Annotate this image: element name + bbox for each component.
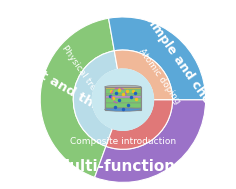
Text: Multi-functional: Multi-functional (55, 159, 191, 174)
Wedge shape (95, 100, 206, 182)
Bar (105, 87, 141, 89)
Bar (105, 89, 141, 94)
Wedge shape (106, 100, 173, 149)
Text: Atomic doping: Atomic doping (137, 47, 182, 106)
Ellipse shape (105, 108, 141, 111)
Ellipse shape (105, 85, 141, 88)
Text: Composite introduction: Composite introduction (70, 136, 176, 146)
Circle shape (92, 69, 153, 130)
Text: Light and thin: Light and thin (10, 53, 107, 117)
Bar (105, 103, 141, 108)
Wedge shape (73, 51, 118, 146)
Text: Simple and cheap: Simple and cheap (141, 10, 223, 120)
Wedge shape (114, 50, 173, 100)
Bar (105, 94, 141, 96)
Bar (105, 96, 141, 98)
Text: Physical treatment: Physical treatment (60, 44, 116, 119)
Bar (105, 87, 141, 110)
Bar (105, 108, 141, 110)
Bar (105, 98, 141, 103)
Wedge shape (40, 18, 114, 177)
Wedge shape (109, 17, 206, 100)
